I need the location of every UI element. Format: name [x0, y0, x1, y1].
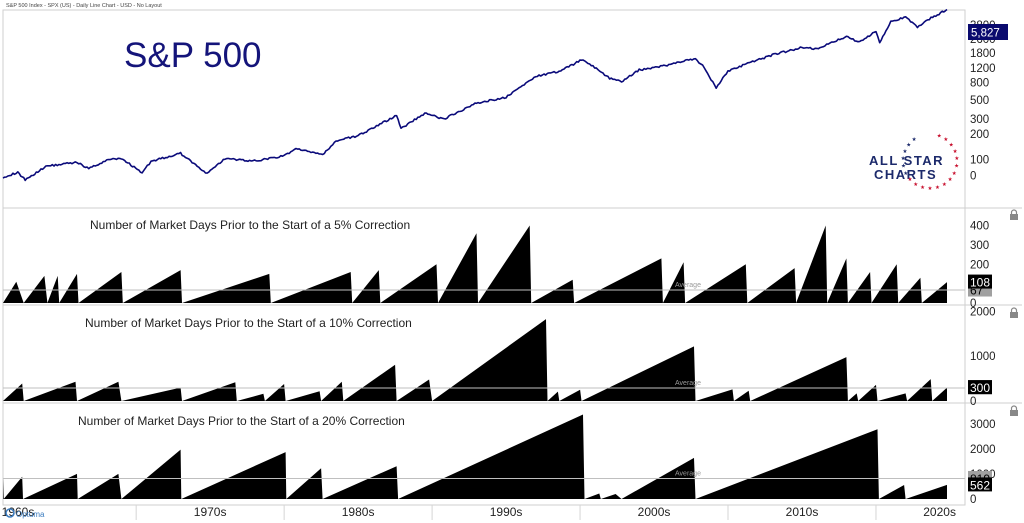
logo-text-line2: CHARTS [874, 167, 937, 182]
logo-star: ★ [954, 163, 959, 170]
logo-star: ★ [952, 170, 957, 177]
logo-star: ★ [903, 170, 908, 177]
logo-star: ★ [948, 176, 953, 183]
current-value-badge: 108 [970, 276, 990, 290]
y-tick-label: 3000 [970, 419, 996, 431]
logo-star: ★ [953, 148, 958, 155]
logo-star: ★ [907, 176, 912, 183]
logo-star: ★ [935, 184, 940, 191]
correction-10pct-panel: Number of Market Days Prior to the Start… [3, 306, 996, 408]
y-tick-label: 200 [970, 259, 989, 271]
logo: ALL STAR CHARTS ★★★★★★★★★★★★★★★★★★★★ [869, 133, 959, 192]
logo-star-ring: ★★★★★★★★★★★★★★★★★★★★ [901, 133, 960, 192]
average-label: Average [675, 380, 701, 387]
panel-title: Number of Market Days Prior to the Start… [90, 218, 410, 232]
price-line [2, 8, 948, 182]
x-tick-label: 2010s [786, 505, 819, 519]
logo-star: ★ [949, 141, 954, 148]
lock-icon[interactable] [1010, 405, 1018, 416]
chart-header: S&P 500 Index - SPX (US) - Daily Line Ch… [6, 3, 162, 9]
optuma-logo: Optuma [5, 508, 45, 519]
logo-star: ★ [954, 155, 959, 162]
price-tick-label: 100 [970, 154, 989, 166]
current-value-badge-bg [968, 380, 992, 395]
correction-5pct-panel: Number of Market Days Prior to the Start… [3, 218, 992, 310]
logo-star: ★ [928, 185, 933, 192]
price-tick-label: 300 [970, 114, 989, 126]
x-tick-label: 1990s [490, 505, 523, 519]
lock-icon[interactable] [1010, 307, 1018, 318]
logo-star: ★ [937, 133, 942, 140]
panel-title: Number of Market Days Prior to the Start… [78, 414, 405, 428]
logo-star: ★ [901, 163, 906, 170]
logo-star: ★ [906, 141, 911, 148]
price-tick-label: 800 [970, 78, 989, 90]
current-value-badge: 300 [970, 381, 990, 395]
x-tick-label: 1970s [194, 505, 227, 519]
average-label: Average [675, 282, 701, 289]
logo-text-line1: ALL STAR [869, 153, 944, 168]
logo-star: ★ [920, 184, 925, 191]
price-tick-label: 500 [970, 95, 989, 107]
price-tick-label: 0 [970, 170, 976, 182]
days-area [3, 319, 947, 401]
logo-star: ★ [913, 181, 918, 188]
x-axis: 1960s 1970s 1980s 1990s 2000s 2010s 2020s [2, 505, 956, 520]
panel-title: Number of Market Days Prior to the Start… [85, 316, 412, 330]
logo-star: ★ [943, 136, 948, 143]
current-value-badge: 562 [970, 478, 990, 492]
y-tick-label: 2000 [970, 306, 996, 318]
y-tick-label: 0 [970, 494, 976, 506]
optuma-logo-text: Optuma [16, 510, 45, 519]
x-tick-label: 2020s [923, 505, 956, 519]
correction-20pct-panel: Number of Market Days Prior to the Start… [3, 414, 996, 506]
last-price-label: 5,827 [971, 28, 1000, 40]
days-area [3, 225, 947, 303]
logo-star: ★ [901, 155, 906, 162]
y-tick-label: 0 [970, 298, 976, 310]
y-tick-label: 400 [970, 221, 989, 233]
average-label: Average [675, 470, 701, 477]
y-tick-label: 0 [970, 396, 976, 408]
logo-star: ★ [912, 136, 917, 143]
y-tick-label: 2000 [970, 444, 996, 456]
y-tick-label: 300 [970, 240, 989, 252]
price-axis: 38002600180012008005003002001000 [970, 20, 996, 182]
price-panel: S&P 500 38002600180012008005003002001000… [2, 8, 1008, 192]
y-tick-label: 1000 [970, 351, 996, 363]
lock-icon[interactable] [1010, 209, 1018, 220]
current-value-badge-bg [968, 477, 992, 492]
chart-title: S&P 500 [124, 36, 262, 75]
price-tick-label: 200 [970, 129, 989, 141]
logo-star: ★ [942, 181, 947, 188]
price-tick-label: 1800 [970, 48, 996, 60]
last-price-badge [968, 24, 1008, 40]
x-tick-label: 2000s [638, 505, 671, 519]
x-tick-label: 1980s [342, 505, 375, 519]
price-tick-label: 1200 [970, 63, 996, 75]
current-value-badge-bg [968, 274, 992, 289]
days-area [3, 414, 947, 499]
logo-star: ★ [902, 148, 907, 155]
